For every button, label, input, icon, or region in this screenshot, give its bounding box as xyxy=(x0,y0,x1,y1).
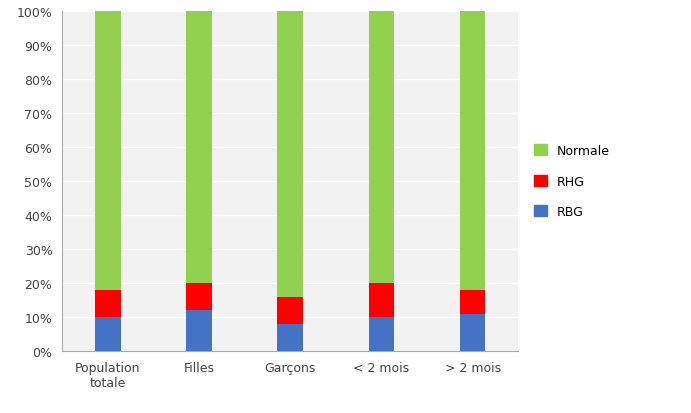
Bar xyxy=(369,12,394,283)
Bar xyxy=(95,12,120,290)
Bar xyxy=(278,12,303,297)
Bar xyxy=(95,317,120,351)
Bar xyxy=(369,317,394,351)
Bar xyxy=(369,283,394,317)
Bar xyxy=(187,283,211,311)
Bar xyxy=(460,12,485,290)
Bar xyxy=(278,324,303,351)
Legend: Normale, RHG, RBG: Normale, RHG, RBG xyxy=(529,140,614,223)
Bar xyxy=(187,311,211,351)
Bar xyxy=(278,297,303,324)
Bar xyxy=(460,290,485,314)
Bar xyxy=(187,12,211,283)
Bar xyxy=(95,290,120,317)
Bar xyxy=(460,314,485,351)
